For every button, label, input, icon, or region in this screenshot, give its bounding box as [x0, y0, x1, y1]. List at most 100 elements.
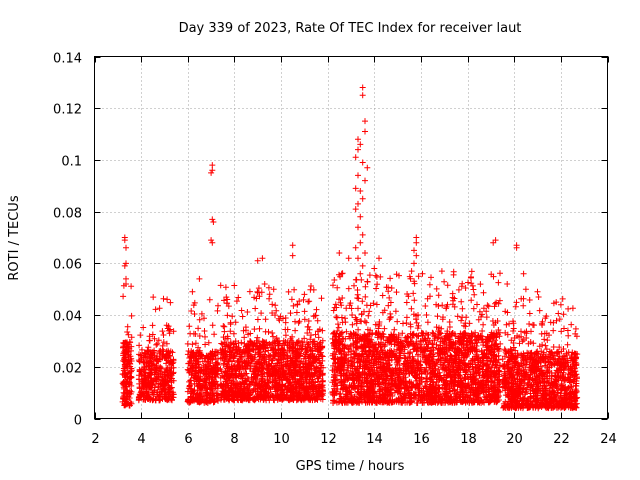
data-point	[188, 381, 195, 388]
data-point	[266, 291, 273, 298]
data-point	[403, 299, 410, 306]
data-point	[393, 289, 400, 296]
data-point	[435, 292, 442, 299]
data-point	[424, 319, 431, 326]
data-point	[153, 356, 160, 363]
data-point	[140, 324, 147, 331]
data-point	[155, 394, 162, 401]
data-point	[150, 294, 157, 301]
data-point	[200, 393, 207, 400]
data-point	[188, 365, 195, 371]
data-point	[159, 388, 166, 395]
data-point	[169, 360, 176, 367]
data-point	[192, 376, 199, 382]
data-point	[149, 348, 156, 355]
data-point	[319, 327, 326, 334]
data-point	[484, 302, 491, 309]
data-point	[387, 275, 394, 282]
data-point	[143, 390, 150, 397]
data-point	[119, 398, 126, 405]
data-point	[188, 349, 195, 356]
data-point	[187, 377, 194, 384]
data-point	[196, 399, 203, 406]
data-point	[265, 284, 272, 291]
data-point	[366, 272, 373, 279]
data-point	[267, 352, 274, 359]
data-point	[222, 284, 229, 291]
data-point	[256, 325, 263, 332]
data-point	[272, 302, 279, 309]
data-point	[160, 295, 167, 302]
data-point	[330, 307, 337, 314]
data-point	[373, 285, 380, 292]
data-point	[214, 307, 221, 314]
data-point	[192, 368, 199, 374]
data-point	[426, 281, 433, 288]
data-point	[282, 315, 289, 321]
data-point	[187, 365, 194, 372]
data-point	[262, 316, 269, 323]
data-point	[127, 363, 134, 370]
data-point	[206, 394, 213, 401]
data-point	[159, 328, 166, 335]
data-point	[167, 368, 174, 375]
data-point	[251, 326, 258, 333]
data-point	[151, 335, 158, 342]
data-point	[361, 318, 368, 325]
data-point	[125, 369, 132, 376]
data-point	[295, 319, 302, 326]
data-point	[199, 384, 205, 391]
data-point	[304, 330, 311, 336]
data-point	[157, 363, 164, 370]
data-point	[121, 347, 128, 354]
data-point	[156, 305, 163, 312]
data-point	[205, 358, 212, 365]
data-point	[157, 381, 164, 388]
data-point	[128, 283, 135, 290]
data-point	[165, 349, 172, 356]
data-point	[210, 389, 216, 396]
data-point	[166, 364, 173, 371]
data-point	[209, 348, 216, 355]
data-point	[207, 368, 214, 375]
data-point	[333, 314, 340, 320]
data-point	[374, 281, 381, 288]
data-point	[433, 285, 440, 292]
data-point	[203, 375, 210, 382]
data-point	[434, 313, 441, 320]
data-point	[270, 286, 277, 293]
data-point	[199, 358, 206, 365]
data-point	[403, 314, 410, 321]
data-point	[291, 286, 298, 293]
data-point	[193, 349, 200, 356]
data-point	[155, 337, 162, 344]
data-point	[231, 282, 238, 289]
data-point	[296, 298, 303, 305]
data-point	[255, 285, 262, 292]
data-point	[209, 322, 216, 329]
data-point	[200, 370, 207, 377]
data-point	[204, 353, 211, 360]
data-point	[441, 278, 448, 285]
data-point	[468, 268, 475, 275]
data-point	[400, 320, 406, 327]
data-point	[163, 360, 170, 367]
data-point	[455, 286, 462, 293]
data-point	[422, 303, 429, 309]
data-point	[162, 396, 169, 403]
data-point	[147, 371, 154, 378]
data-point	[120, 382, 127, 389]
data-point	[221, 328, 228, 335]
data-point	[189, 341, 196, 348]
data-point	[331, 277, 338, 283]
data-point	[354, 295, 361, 301]
data-point	[372, 272, 379, 279]
data-point	[477, 281, 484, 288]
data-point	[411, 297, 418, 304]
data-point	[146, 366, 153, 373]
data-point	[119, 371, 126, 378]
data-point	[190, 302, 197, 309]
data-point	[459, 305, 466, 312]
data-point	[353, 276, 360, 283]
